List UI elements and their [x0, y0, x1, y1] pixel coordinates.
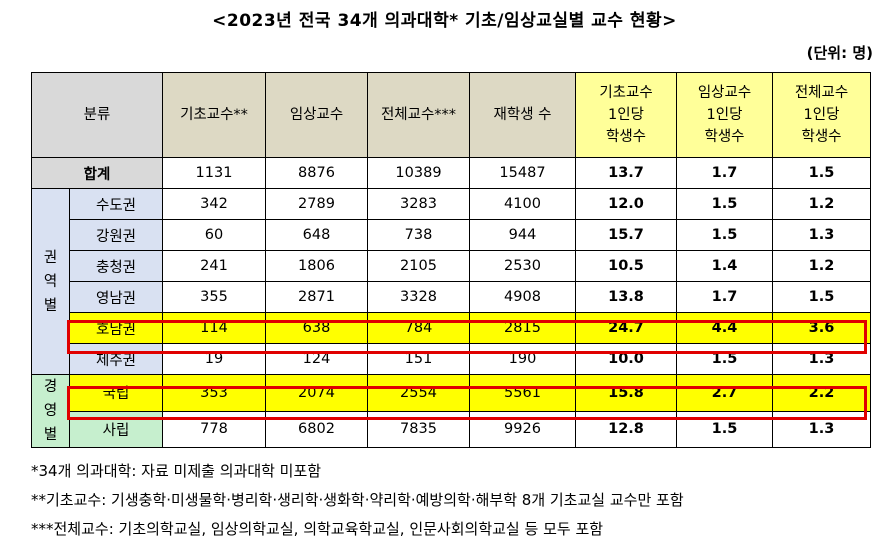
cell-total-ratio: 1.5	[772, 281, 871, 313]
cell-students: 2530	[469, 250, 576, 282]
cell-basic-ratio: 10.0	[575, 343, 677, 375]
cell-basic-ratio: 12.0	[575, 188, 677, 220]
header-total: 전체교수***	[367, 72, 470, 158]
cell-clinical-ratio: 1.5	[676, 219, 773, 251]
cell-students: 4908	[469, 281, 576, 313]
cell-basic-ratio: 13.8	[575, 281, 677, 313]
cell-basic-ratio: 15.7	[575, 219, 677, 251]
cell-clinical: 6802	[265, 410, 368, 448]
cell-students: 5561	[469, 374, 576, 412]
header-total-ratio: 전체교수 1인당 학생수	[772, 72, 871, 158]
table-row: 영남권 355 2871 3328 4908 13.8 1.7 1.5	[32, 281, 871, 313]
page-title: <2023년 전국 34개 의과대학* 기초/임상교실별 교수 현황>	[212, 11, 677, 31]
unit-label: (단위: 명)	[806, 44, 873, 62]
footnote: **기초교수: 기생충학·미생물학·병리학·생리학·생화학·약리학·예방의학·해…	[31, 491, 684, 509]
cell-students: 944	[469, 219, 576, 251]
cell-students: 190	[469, 343, 576, 375]
header-basic: 기초교수**	[162, 72, 266, 158]
header-basic-ratio: 기초교수 1인당 학생수	[575, 72, 677, 158]
cell-basic: 19	[162, 343, 266, 375]
header-row: 분류 기초교수** 임상교수 전체교수*** 재학생 수 기초교수 1인당 학생수 …	[31, 72, 871, 158]
cell-total: 2554	[367, 374, 470, 412]
professor-table: 분류 기초교수** 임상교수 전체교수*** 재학생 수 기초교수 1인당 학생수 …	[31, 72, 871, 448]
cell-total-ratio: 1.5	[772, 157, 871, 189]
cell-total: 784	[367, 312, 470, 344]
cell-total: 151	[367, 343, 470, 375]
footnotes: *34개 의과대학: 자료 미제출 의과대학 미포함 **기초교수: 기생충학·…	[31, 457, 684, 544]
cell-clinical-ratio: 4.4	[676, 312, 773, 344]
row-label: 충청권	[69, 250, 163, 282]
cell-basic: 355	[162, 281, 266, 313]
cell-total: 3283	[367, 188, 470, 220]
table-row: 제주권 19 124 151 190 10.0 1.5 1.3	[32, 343, 871, 375]
cell-clinical: 1806	[265, 250, 368, 282]
cell-basic-ratio: 12.8	[575, 410, 677, 448]
cell-basic: 60	[162, 219, 266, 251]
table-row: 충청권 241 1806 2105 2530 10.5 1.4 1.2	[32, 250, 871, 282]
row-label: 호남권	[69, 312, 163, 344]
header-students: 재학생 수	[469, 72, 576, 158]
cell-total-ratio: 1.3	[772, 219, 871, 251]
cell-total: 7835	[367, 410, 470, 448]
cell-basic-ratio: 15.8	[575, 374, 677, 412]
row-label: 수도권	[69, 188, 163, 220]
cell-clinical: 648	[265, 219, 368, 251]
cell-basic: 342	[162, 188, 266, 220]
row-label: 강원권	[69, 219, 163, 251]
row-label: 제주권	[69, 343, 163, 375]
cell-clinical: 2871	[265, 281, 368, 313]
cell-total-ratio: 1.2	[772, 188, 871, 220]
row-label: 사립	[69, 410, 163, 448]
cell-basic-ratio: 13.7	[575, 157, 677, 189]
cell-students: 15487	[469, 157, 576, 189]
header-clinical-ratio: 임상교수 1인당 학생수	[676, 72, 773, 158]
cell-clinical-ratio: 1.5	[676, 410, 773, 448]
cell-basic-ratio: 24.7	[575, 312, 677, 344]
header-category: 분류	[31, 72, 163, 158]
cell-clinical: 2789	[265, 188, 368, 220]
cell-basic: 1131	[162, 157, 266, 189]
cell-basic: 114	[162, 312, 266, 344]
table-row: 사립 778 6802 7835 9926 12.8 1.5 1.3	[32, 410, 871, 448]
cell-total: 10389	[367, 157, 470, 189]
cell-clinical-ratio: 1.7	[676, 281, 773, 313]
cell-basic-ratio: 10.5	[575, 250, 677, 282]
footnote: ***전체교수: 기초의학교실, 임상의학교실, 의학교육학교실, 인문사회의학…	[31, 520, 604, 538]
cell-clinical-ratio: 1.4	[676, 250, 773, 282]
table-row-total: 합계 1131 8876 10389 15487 13.7 1.7 1.5	[31, 157, 871, 189]
row-label: 합계	[31, 157, 163, 189]
cell-basic: 241	[162, 250, 266, 282]
cell-clinical: 2074	[265, 374, 368, 412]
cell-basic: 778	[162, 410, 266, 448]
cell-students: 9926	[469, 410, 576, 448]
cell-total-ratio: 1.2	[772, 250, 871, 282]
cell-total: 2105	[367, 250, 470, 282]
footnote: *34개 의과대학: 자료 미제출 의과대학 미포함	[31, 462, 322, 480]
header-clinical: 임상교수	[265, 72, 368, 158]
cell-total: 738	[367, 219, 470, 251]
cell-total-ratio: 3.6	[772, 312, 871, 344]
cell-clinical: 124	[265, 343, 368, 375]
cell-total-ratio: 1.3	[772, 343, 871, 375]
cell-clinical-ratio: 1.7	[676, 157, 773, 189]
table-row-highlighted: 호남권 114 638 784 2815 24.7 4.4 3.6	[32, 312, 871, 344]
cell-clinical: 8876	[265, 157, 368, 189]
cell-clinical-ratio: 1.5	[676, 343, 773, 375]
cell-students: 4100	[469, 188, 576, 220]
cell-total-ratio: 2.2	[772, 374, 871, 412]
cell-students: 2815	[469, 312, 576, 344]
cell-clinical: 638	[265, 312, 368, 344]
row-label: 영남권	[69, 281, 163, 313]
cell-basic: 353	[162, 374, 266, 412]
cell-total-ratio: 1.3	[772, 410, 871, 448]
cell-clinical-ratio: 2.7	[676, 374, 773, 412]
cell-total: 3328	[367, 281, 470, 313]
cell-clinical-ratio: 1.5	[676, 188, 773, 220]
row-label: 국립	[69, 374, 163, 412]
table-row: 강원권 60 648 738 944 15.7 1.5 1.3	[32, 219, 871, 251]
